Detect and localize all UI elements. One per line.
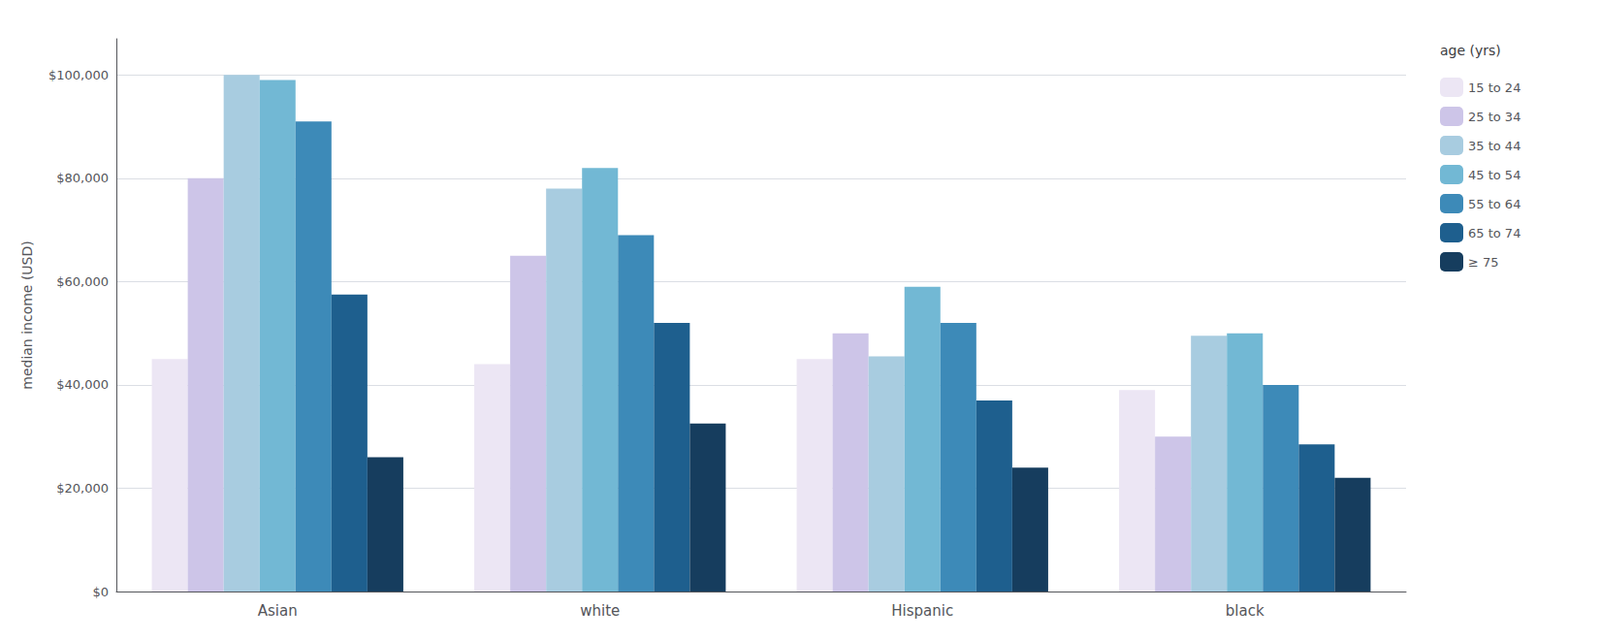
svg-text:$40,000: $40,000 — [56, 377, 109, 392]
svg-text:Hispanic: Hispanic — [891, 602, 954, 620]
svg-text:black: black — [1225, 602, 1265, 620]
svg-text:$20,000: $20,000 — [56, 480, 109, 496]
svg-text:age (yrs): age (yrs) — [1440, 42, 1502, 59]
svg-text:55 to 64: 55 to 64 — [1468, 196, 1521, 212]
svg-text:25 to 34: 25 to 34 — [1468, 109, 1521, 125]
svg-text:median income (USD): median income (USD) — [19, 240, 35, 390]
svg-text:15 to 24: 15 to 24 — [1468, 80, 1521, 96]
svg-text:$100,000: $100,000 — [48, 67, 109, 83]
svg-text:65 to 74: 65 to 74 — [1468, 225, 1521, 241]
svg-text:$0: $0 — [92, 584, 109, 600]
svg-text:35 to 44: 35 to 44 — [1468, 138, 1521, 154]
svg-text:$80,000: $80,000 — [56, 170, 109, 186]
svg-text:white: white — [579, 602, 620, 620]
svg-text:Asian: Asian — [257, 602, 298, 620]
svg-text:≥ 75: ≥ 75 — [1468, 255, 1500, 270]
svg-text:45 to 54: 45 to 54 — [1468, 167, 1521, 183]
svg-text:$60,000: $60,000 — [56, 274, 109, 289]
